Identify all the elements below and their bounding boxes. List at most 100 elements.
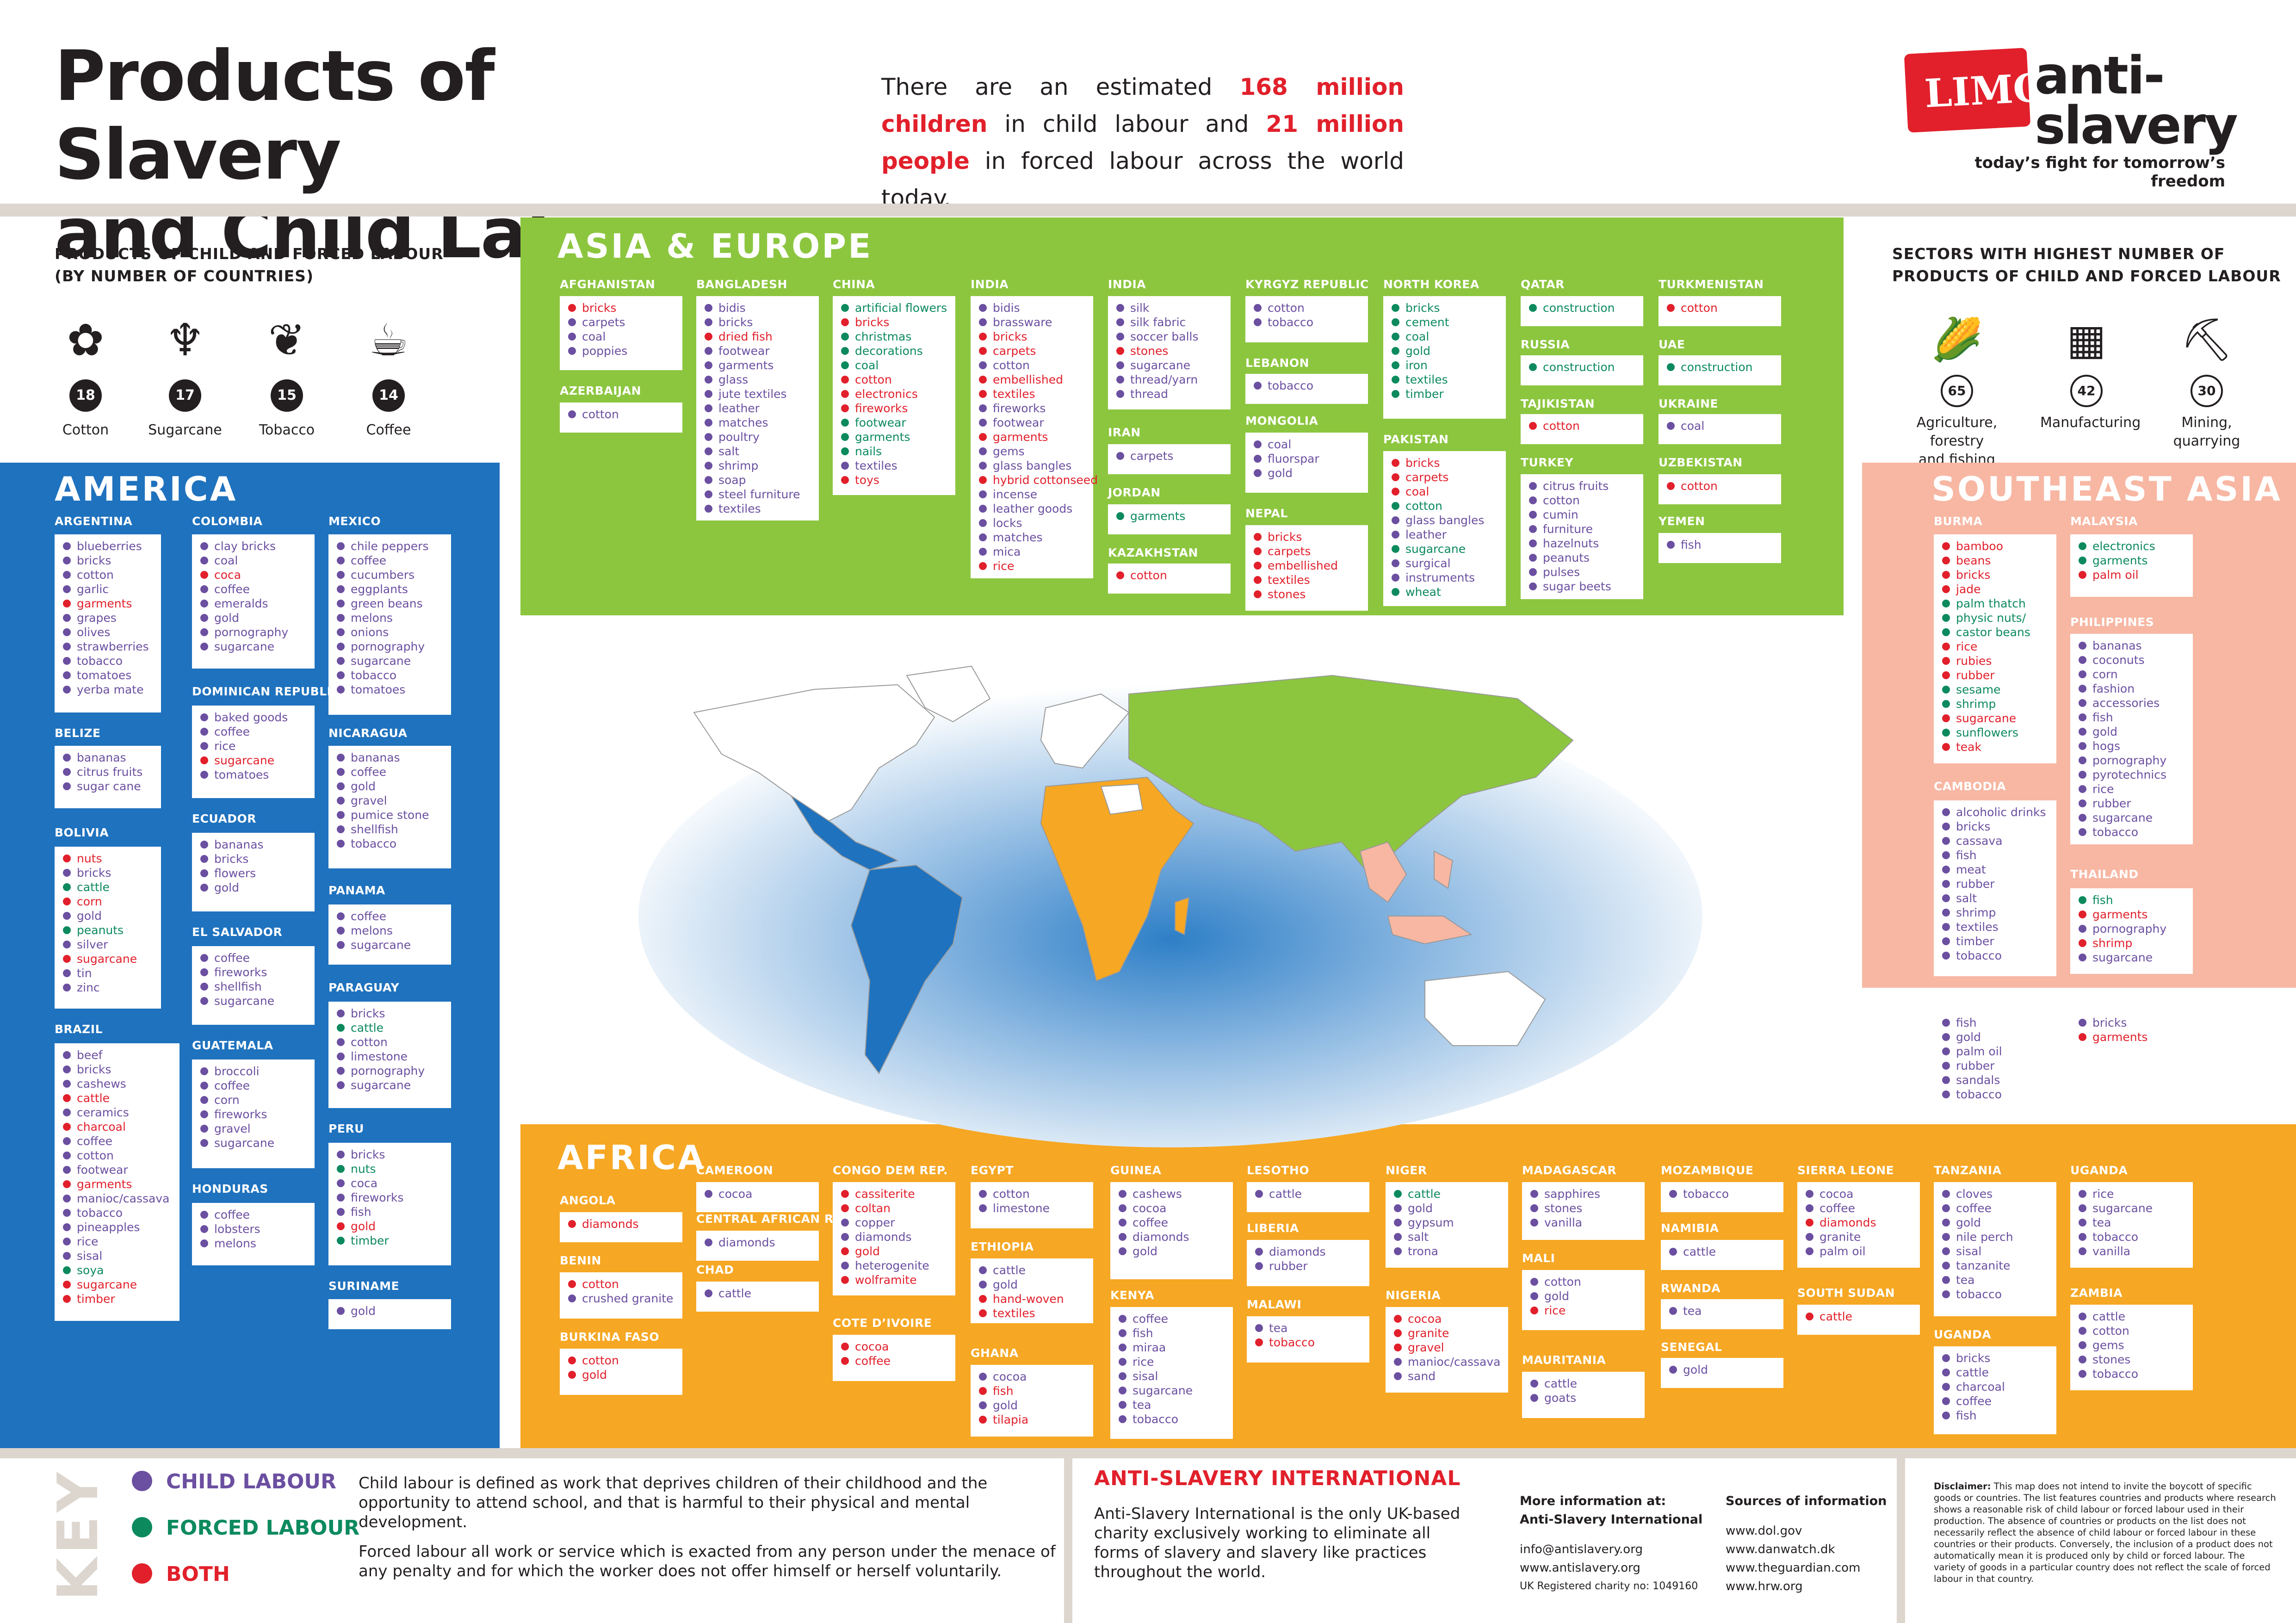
product-item: textiles [1254,573,1362,587]
product-item: coconuts [2079,653,2186,667]
product-item: electronics [2079,539,2186,553]
product-list: silk silk fabric soccer balls stones sugarca… [1116,301,1224,401]
country-box: coffee melons sugarcane [328,904,451,965]
source-link[interactable]: www.dol.gov [1726,1524,1802,1538]
product-item: silver [63,937,155,952]
product-item: charcoal [1942,1380,2050,1394]
product-item: coal [1667,419,1775,433]
country-box: carpets [1108,444,1231,474]
product-list: cotton gold rice [1530,1275,1638,1318]
product-item: baked goods [200,710,308,725]
product-list: cocoa [705,1187,812,1201]
country-box: cotton gold rice [1522,1270,1645,1330]
country-label: MADAGASCAR [1522,1164,1617,1177]
product-item: gold [1394,1201,1502,1215]
product-item: shrimp [1942,697,2050,711]
product-item: gold [200,611,308,625]
product-list: cattle [705,1286,812,1301]
product-item: sugarcane [337,1078,445,1092]
product-item: cocoa [705,1187,812,1201]
source-link[interactable]: www.hrw.org [1726,1580,1803,1593]
manufacturing-icon: ▦ [2067,316,2106,364]
product-item: salt [1942,891,2050,905]
product-item: gold [1669,1363,1777,1377]
product-item: bricks [1942,568,2050,582]
product-item: stones [1254,587,1362,601]
product-list: construction [1529,360,1637,374]
country-box: cotton [1521,414,1643,444]
country-label: MALAWI [1247,1298,1302,1311]
product-item: cocoa [1394,1312,1502,1326]
product-item: citrus fruits [1529,479,1637,493]
north-africa-shape [1100,783,1144,815]
product-item: coffee [841,1354,949,1368]
product-item: poultry [705,430,812,444]
product-item: sugarcane [63,952,155,966]
product-item: sugarcane [200,753,308,768]
product-item: cotton [568,1277,676,1291]
product-item: cement [1392,315,1499,329]
product-item: fireworks [979,401,1087,415]
product-item: cotton [63,568,155,582]
product-list: tea tobacco [1255,1321,1363,1350]
product-item: tanzanite [1942,1258,2050,1273]
product-item: bricks [337,1006,445,1021]
country-box: rice sugarcane tea tobacco vanilla [2070,1182,2193,1268]
product-item: palm thatch [1942,596,2050,611]
product-item: cattle [1806,1309,1913,1324]
anti-slavery-logo[interactable]: LIMO anti-slavery today’s fight for tomo… [1904,48,2239,191]
product-item: cotton [1530,1275,1638,1289]
product-item: cattle [1255,1187,1363,1201]
product-item: timber [1942,934,2050,948]
country-box: cassiterite coltan copper diamonds gold heter… [833,1182,955,1295]
source-link[interactable]: www.theguardian.com [1726,1561,1861,1575]
product-item: accessories [2079,696,2186,710]
product-list: tobacco [1669,1187,1777,1201]
country-box: bricks nuts coca fireworks fish gold timber [328,1143,451,1265]
product-list: cotton [1529,419,1637,433]
website-link[interactable]: www.antislavery.org [1520,1561,1640,1575]
product-item: pineapples [63,1220,173,1234]
product-item: cotton [1116,568,1224,582]
source-link[interactable]: www.danwatch.dk [1726,1542,1835,1556]
country-label: ANGOLA [560,1194,616,1207]
product-item: bricks [568,301,676,315]
product-item: rice [2079,782,2186,796]
country-box: tobacco [1661,1182,1783,1212]
country-label: TURKEY [1521,456,1574,469]
product-item: leather goods [979,502,1087,516]
country-label: GHANA [971,1346,1019,1360]
product-list: cattle [1806,1309,1913,1324]
country-box: electronics garments palm oil [2070,534,2193,597]
product-item: tobacco [2079,825,2186,839]
country-box: cotton [1659,474,1781,504]
footer-divider [0,1448,2296,1458]
country-label: CHAD [696,1263,734,1276]
country-box: citrus fruits cotton cumin furniture hazelnu… [1521,474,1643,599]
product-item: fireworks [200,965,308,979]
country-box: baked goods coffee rice sugarcane tomatoes [192,706,315,798]
key-forced-labour: FORCED LABOUR [132,1515,359,1541]
product-item: sugarcane [1119,1383,1226,1398]
indonesia-shape [1387,916,1473,945]
product-item: bamboo [1942,539,2050,553]
country-label: MAURITANIA [1522,1353,1606,1367]
product-list: cattle [1255,1187,1363,1201]
country-label: CENTRAL AFRICAN REP. [696,1212,853,1226]
product-item: iron [1392,358,1499,372]
country-label: MOZAMBIQUE [1661,1164,1754,1177]
product-item: gold [200,880,308,895]
product-item: fashion [2079,681,2186,696]
product-item: matches [979,530,1087,545]
email-link[interactable]: info@antislavery.org [1520,1542,1643,1556]
product-item: cotton [1667,301,1775,315]
product-item: sugarcane [2079,1201,2186,1215]
country-label: RUSSIA [1521,338,1570,351]
country-label: COTE D’IVOIRE [833,1316,932,1330]
product-item: timber [337,1233,445,1248]
product-item: stones [2079,1352,2186,1367]
product-item: bananas [200,837,308,852]
product-list: cotton gold [568,1353,676,1382]
product-list: diamonds rubber [1255,1245,1363,1273]
product-item: fish [2079,893,2186,907]
